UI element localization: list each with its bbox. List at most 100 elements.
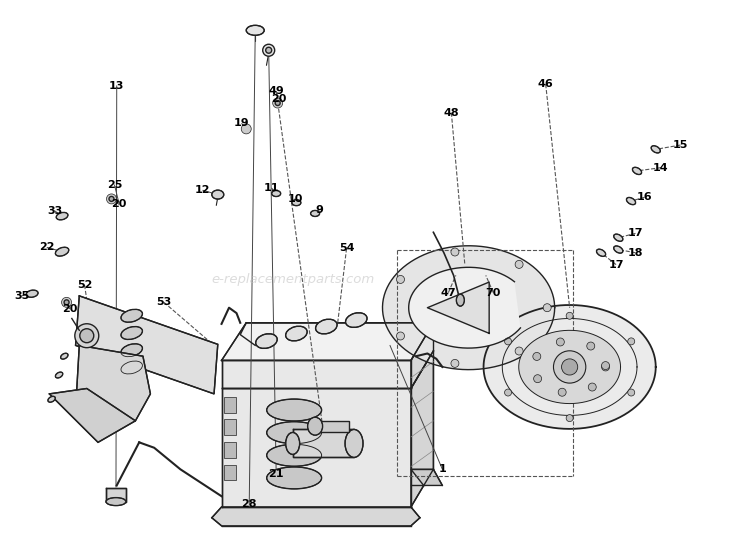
FancyBboxPatch shape: [224, 419, 236, 435]
Text: 17: 17: [608, 260, 624, 269]
Circle shape: [586, 342, 595, 350]
Ellipse shape: [651, 146, 660, 153]
Ellipse shape: [308, 417, 322, 435]
Circle shape: [62, 298, 71, 307]
Ellipse shape: [316, 319, 337, 334]
Ellipse shape: [61, 353, 68, 359]
Polygon shape: [484, 305, 656, 429]
Polygon shape: [411, 323, 434, 388]
Ellipse shape: [267, 467, 322, 489]
Polygon shape: [411, 351, 434, 507]
Text: 47: 47: [440, 288, 456, 298]
Ellipse shape: [48, 396, 56, 402]
Ellipse shape: [121, 344, 142, 357]
Ellipse shape: [267, 444, 322, 466]
Text: 20: 20: [272, 94, 286, 104]
Polygon shape: [211, 507, 420, 526]
Polygon shape: [519, 330, 620, 403]
Ellipse shape: [267, 399, 322, 421]
Circle shape: [451, 248, 459, 256]
Circle shape: [562, 359, 578, 375]
Circle shape: [397, 332, 404, 340]
Ellipse shape: [26, 290, 38, 298]
Ellipse shape: [56, 372, 63, 378]
Text: 17: 17: [628, 228, 644, 238]
Polygon shape: [221, 388, 411, 507]
Circle shape: [275, 100, 280, 105]
Ellipse shape: [292, 200, 301, 206]
Ellipse shape: [632, 167, 641, 174]
Circle shape: [515, 260, 523, 268]
Text: 49: 49: [268, 86, 284, 96]
Ellipse shape: [286, 326, 308, 341]
Text: 10: 10: [287, 194, 302, 204]
Text: 16: 16: [637, 192, 652, 202]
Circle shape: [515, 347, 523, 355]
Circle shape: [505, 338, 512, 345]
Ellipse shape: [596, 249, 606, 256]
Circle shape: [602, 362, 610, 369]
Circle shape: [566, 312, 573, 319]
Ellipse shape: [56, 247, 69, 256]
Circle shape: [588, 383, 596, 391]
Text: 28: 28: [242, 500, 257, 509]
FancyBboxPatch shape: [224, 397, 236, 413]
Circle shape: [262, 44, 274, 56]
Ellipse shape: [106, 498, 126, 505]
Circle shape: [80, 329, 94, 343]
Circle shape: [543, 303, 551, 312]
Ellipse shape: [346, 313, 367, 327]
Circle shape: [273, 98, 283, 108]
Ellipse shape: [614, 234, 622, 241]
Polygon shape: [221, 323, 434, 361]
Text: 12: 12: [195, 185, 211, 195]
Polygon shape: [106, 488, 127, 502]
Ellipse shape: [121, 327, 142, 340]
Ellipse shape: [121, 309, 142, 322]
Ellipse shape: [310, 211, 320, 217]
Text: 21: 21: [268, 469, 284, 478]
Text: 1: 1: [439, 464, 446, 474]
Polygon shape: [76, 296, 217, 394]
Polygon shape: [411, 469, 442, 485]
Circle shape: [109, 197, 114, 201]
Ellipse shape: [256, 334, 278, 348]
Text: 54: 54: [339, 244, 354, 253]
Text: 22: 22: [39, 242, 55, 252]
Polygon shape: [50, 388, 136, 442]
Ellipse shape: [211, 190, 223, 199]
Text: 20: 20: [62, 304, 77, 314]
Ellipse shape: [626, 198, 635, 205]
Polygon shape: [221, 361, 411, 388]
Circle shape: [532, 353, 541, 360]
Circle shape: [628, 389, 634, 396]
Circle shape: [397, 275, 404, 284]
Ellipse shape: [286, 433, 300, 454]
Polygon shape: [76, 346, 151, 421]
FancyBboxPatch shape: [224, 464, 236, 481]
Text: 25: 25: [106, 180, 122, 190]
Text: 18: 18: [628, 248, 644, 258]
Text: 48: 48: [443, 107, 459, 118]
Text: 70: 70: [485, 288, 501, 298]
Circle shape: [505, 389, 512, 396]
Ellipse shape: [56, 212, 68, 220]
Ellipse shape: [345, 429, 363, 457]
Circle shape: [64, 300, 69, 305]
Circle shape: [558, 388, 566, 396]
Ellipse shape: [456, 294, 464, 306]
Circle shape: [554, 351, 586, 383]
Circle shape: [266, 48, 272, 53]
Circle shape: [106, 194, 116, 204]
Ellipse shape: [246, 25, 264, 35]
Circle shape: [566, 415, 573, 422]
Text: e-replacementparts.com: e-replacementparts.com: [211, 273, 374, 286]
Polygon shape: [315, 421, 349, 431]
Circle shape: [451, 360, 459, 367]
Polygon shape: [427, 282, 489, 333]
Circle shape: [75, 324, 99, 348]
Text: 52: 52: [76, 280, 92, 290]
Text: 46: 46: [538, 79, 554, 89]
Polygon shape: [409, 267, 520, 348]
Text: 9: 9: [315, 205, 322, 215]
